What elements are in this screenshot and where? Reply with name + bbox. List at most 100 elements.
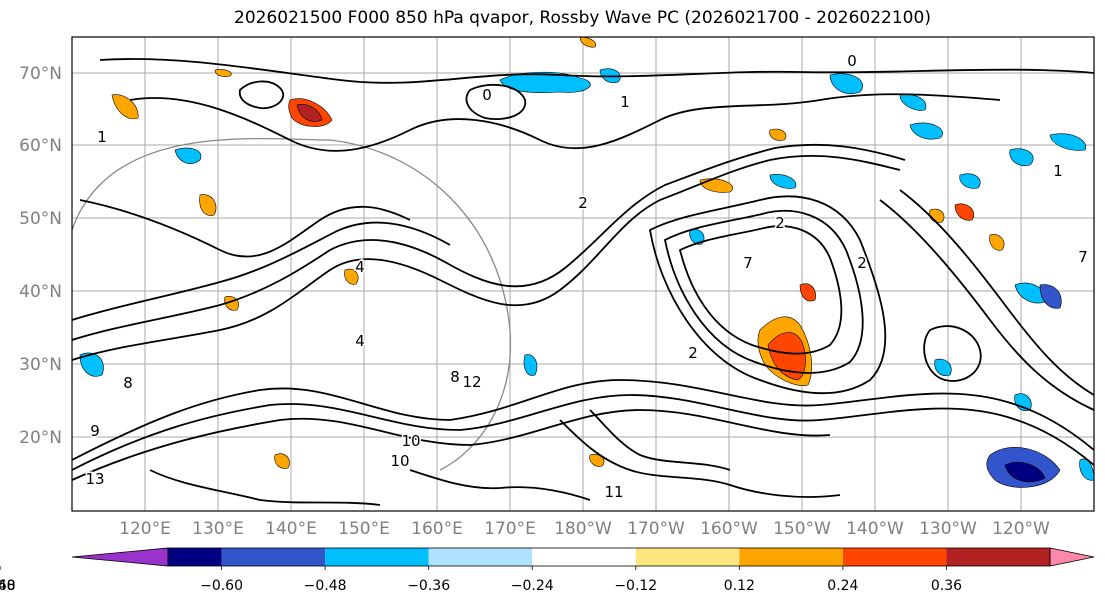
contour-label: 0 [482, 86, 492, 104]
anomaly-patch [689, 228, 705, 245]
latitude-label: 30°N [19, 355, 62, 375]
longitude-label: 160°E [411, 519, 463, 539]
colorbar-segment [325, 548, 429, 566]
anomaly-patch [344, 268, 359, 285]
contour-label: 12 [462, 373, 481, 391]
anomaly-patch [909, 122, 943, 140]
latitude-label: 20°N [19, 428, 62, 448]
contour-line [79, 199, 411, 258]
longitude-label: 150°W [773, 519, 831, 539]
contour-label: 1 [620, 93, 630, 111]
contour-line [559, 419, 841, 498]
colorbar-frame [167, 547, 1051, 567]
colorbar-tick-label: −0.12 [614, 578, 657, 594]
contour-label: 2 [775, 214, 785, 232]
map-title: 2026021500 F000 850 hPa qvapor, Rossby W… [234, 8, 931, 28]
colorbar-tick-label: −0.24 [511, 578, 554, 594]
longitude-label: 130°W [919, 519, 977, 539]
anomaly-patch [296, 104, 323, 122]
anomaly-patch [959, 173, 981, 189]
anomaly-patch [799, 283, 816, 302]
contour-label: 1 [97, 128, 107, 146]
anomaly-patch [989, 234, 1005, 251]
colorbar: −0.60 −0.48 −0.36 −0.24 −0.12 0.12 0.24 0.36 0.4… [0, 547, 1095, 594]
contour-line [589, 409, 731, 471]
longitude-label: 160°W [700, 519, 758, 539]
anomaly-patch [589, 454, 605, 467]
anomaly-patch [1009, 148, 1034, 166]
anomaly-patch [174, 147, 202, 164]
colorbar-tick-label: 0.36 [931, 578, 962, 594]
contour-label: 0 [847, 52, 857, 70]
anomaly-patch [214, 69, 232, 77]
anomaly-patch [523, 354, 538, 376]
anomaly-patch [274, 453, 290, 469]
contour-label: 7 [743, 254, 753, 272]
colorbar-segment [946, 548, 1050, 566]
contour-label: 13 [85, 470, 104, 488]
colorbar-tick-label: −0.36 [407, 578, 450, 594]
contour-label: 4 [355, 258, 365, 276]
longitude-label: 120°E [119, 519, 171, 539]
anomaly-patch [111, 94, 139, 120]
colorbar-extend-max [1049, 547, 1095, 567]
colorbar-segment [739, 548, 843, 566]
contour-label: 2 [688, 344, 698, 362]
latitude-label: 70°N [19, 64, 62, 84]
colorbar-tick-label: 0.48 [0, 578, 16, 594]
contour-line [409, 469, 591, 501]
colorbar-tick-label: 0.60 [0, 578, 16, 594]
longitude-label: 130°E [192, 519, 244, 539]
contour-label: 1 [1053, 162, 1063, 180]
contour-line [879, 199, 1094, 411]
colorbar-tick-label: −0.60 [200, 578, 243, 594]
contour-line [129, 93, 1001, 152]
contour-line [663, 210, 864, 374]
longitude-label: 180°W [554, 519, 612, 539]
contour-line [72, 155, 901, 361]
anomaly-patch [1049, 133, 1087, 151]
contour-label: 4 [355, 332, 365, 350]
contour-label: 10 [390, 452, 409, 470]
latitude-label: 40°N [19, 282, 62, 302]
colorbar-tick-label: −0.48 [304, 578, 347, 594]
anomaly-patch [767, 332, 806, 381]
map-border [71, 36, 1095, 512]
colorbar-segment [842, 548, 947, 566]
latitude-label: 50°N [19, 209, 62, 229]
contour-label: 8 [450, 368, 460, 386]
contour-line [72, 221, 451, 321]
contour-line [465, 83, 526, 120]
contour-line [899, 189, 1094, 396]
contour-line [72, 379, 1094, 461]
longitude-label: 140°E [265, 519, 317, 539]
longitude-label: 170°E [484, 519, 536, 539]
anomaly-patch [769, 128, 787, 141]
latitude-labels: 70°N 60°N 50°N 40°N 30°N 20°N [19, 64, 62, 448]
anomaly-patch [579, 37, 596, 48]
longitude-label: 150°E [338, 519, 390, 539]
anomaly-patch [199, 194, 217, 216]
anomaly-patch [954, 203, 975, 221]
anomaly-patch [1004, 461, 1046, 483]
latitude-label: 60°N [19, 136, 62, 156]
contour-lines [72, 58, 1094, 506]
reference-circle [72, 137, 512, 471]
colorbar-extend-min [71, 547, 169, 567]
contour-line [72, 409, 831, 481]
contour-label: 7 [1078, 248, 1088, 266]
contour-line [923, 325, 982, 382]
colorbar-segment [168, 548, 222, 566]
anomaly-patch [499, 71, 591, 93]
contour-line [72, 143, 906, 341]
anomaly-patch [699, 178, 733, 193]
anomaly-patch [829, 73, 863, 95]
anomaly-patch [934, 358, 952, 376]
contour-label: 8 [123, 374, 133, 392]
negative-anomaly-patches [79, 68, 1094, 488]
contour-line [72, 394, 1094, 471]
contour-line [99, 58, 1094, 84]
anomaly-patch [769, 174, 797, 189]
contour-line [649, 195, 887, 395]
